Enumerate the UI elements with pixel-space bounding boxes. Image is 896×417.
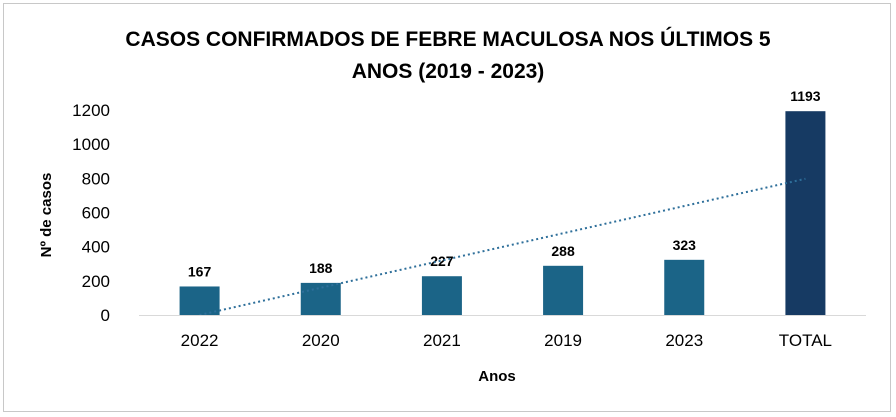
y-tick-label-6: 1200 bbox=[72, 101, 110, 120]
data-label-2022: 167 bbox=[188, 263, 212, 279]
chart-title-line-2: ANOS (2019 - 2023) bbox=[352, 60, 545, 83]
y-tick-label-1: 200 bbox=[82, 272, 110, 291]
data-label-2019: 288 bbox=[551, 243, 575, 259]
chart-title-line-1: CASOS CONFIRMADOS DE FEBRE MACULOSA NOS … bbox=[125, 27, 771, 51]
trendline bbox=[199, 177, 806, 316]
data-label-2020: 188 bbox=[309, 260, 333, 276]
x-tick-label-2022: 2022 bbox=[181, 331, 219, 350]
x-tick-label-2023: 2023 bbox=[665, 331, 703, 350]
x-tick-label-2020: 2020 bbox=[302, 331, 340, 350]
y-axis-title: Nº de casos bbox=[38, 173, 55, 258]
bar-2023 bbox=[664, 259, 705, 315]
x-tick-label-2021: 2021 bbox=[423, 331, 461, 350]
chart-frame: CASOS CONFIRMADOS DE FEBRE MACULOSA NOS … bbox=[3, 3, 891, 412]
x-axis-title: Anos bbox=[478, 368, 516, 385]
y-tick-label-5: 1000 bbox=[72, 135, 110, 154]
bar-2020 bbox=[300, 282, 341, 315]
x-tick-label-total: TOTAL bbox=[779, 331, 832, 350]
bar-2022 bbox=[179, 286, 220, 315]
bar-2019 bbox=[543, 265, 584, 315]
data-label-2021: 227 bbox=[430, 253, 454, 269]
bar-chart: CASOS CONFIRMADOS DE FEBRE MACULOSA NOS … bbox=[38, 27, 866, 385]
data-label-total: 1193 bbox=[790, 88, 821, 104]
data-label-2023: 323 bbox=[673, 237, 697, 253]
bar-total bbox=[785, 111, 826, 315]
x-tick-label-2019: 2019 bbox=[544, 331, 582, 350]
y-tick-label-0: 0 bbox=[101, 306, 110, 325]
bar-2021 bbox=[421, 276, 462, 315]
y-tick-label-4: 800 bbox=[82, 169, 110, 188]
y-tick-label-3: 600 bbox=[82, 204, 110, 223]
y-tick-label-2: 400 bbox=[82, 238, 110, 257]
